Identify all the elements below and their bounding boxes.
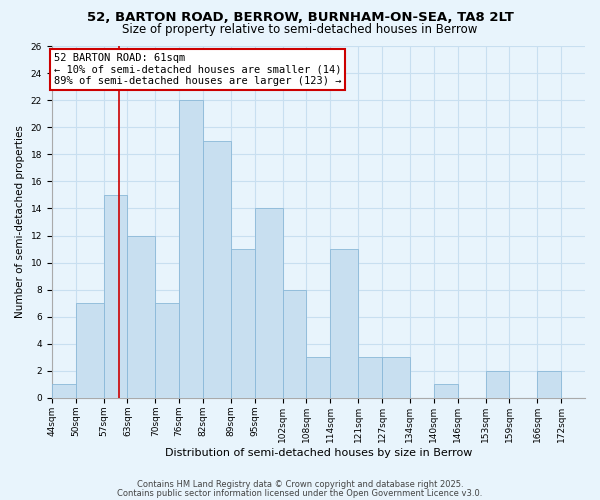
Bar: [382, 358, 410, 398]
Bar: [231, 249, 255, 398]
Bar: [155, 303, 179, 398]
Bar: [179, 100, 203, 398]
Bar: [358, 358, 382, 398]
Bar: [537, 371, 561, 398]
Text: 52, BARTON ROAD, BERROW, BURNHAM-ON-SEA, TA8 2LT: 52, BARTON ROAD, BERROW, BURNHAM-ON-SEA,…: [86, 11, 514, 24]
Bar: [76, 303, 104, 398]
Bar: [434, 384, 458, 398]
Bar: [331, 249, 358, 398]
Bar: [127, 236, 155, 398]
Text: Size of property relative to semi-detached houses in Berrow: Size of property relative to semi-detach…: [122, 22, 478, 36]
Bar: [485, 371, 509, 398]
Bar: [52, 384, 76, 398]
Bar: [307, 358, 331, 398]
Bar: [104, 195, 127, 398]
Y-axis label: Number of semi-detached properties: Number of semi-detached properties: [15, 126, 25, 318]
X-axis label: Distribution of semi-detached houses by size in Berrow: Distribution of semi-detached houses by …: [165, 448, 472, 458]
Text: Contains HM Land Registry data © Crown copyright and database right 2025.: Contains HM Land Registry data © Crown c…: [137, 480, 463, 489]
Text: Contains public sector information licensed under the Open Government Licence v3: Contains public sector information licen…: [118, 488, 482, 498]
Text: 52 BARTON ROAD: 61sqm
← 10% of semi-detached houses are smaller (14)
89% of semi: 52 BARTON ROAD: 61sqm ← 10% of semi-deta…: [54, 53, 341, 86]
Bar: [283, 290, 307, 398]
Bar: [203, 141, 231, 398]
Bar: [255, 208, 283, 398]
